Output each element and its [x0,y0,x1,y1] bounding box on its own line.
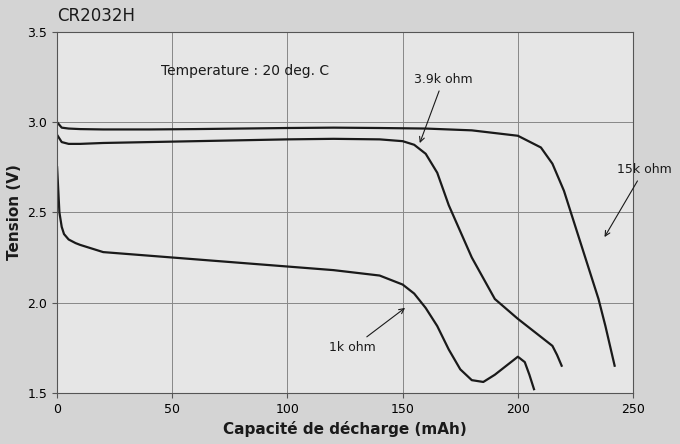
Text: Temperature : 20 deg. C: Temperature : 20 deg. C [160,64,329,78]
Text: 15k ohm: 15k ohm [605,163,672,236]
X-axis label: Capacité de décharge (mAh): Capacité de décharge (mAh) [223,421,467,437]
Y-axis label: Tension (V): Tension (V) [7,164,22,260]
Text: 3.9k ohm: 3.9k ohm [414,72,473,142]
Text: 1k ohm: 1k ohm [329,309,404,354]
Text: CR2032H: CR2032H [57,7,135,25]
